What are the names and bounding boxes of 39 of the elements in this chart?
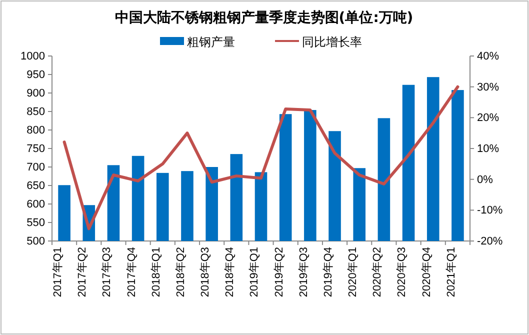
y2-tick-label: 20% (477, 112, 500, 124)
y-tick-label: 700 (26, 162, 45, 174)
x-tick-label: 2017年Q4 (126, 247, 138, 298)
y-tick-label: 750 (26, 143, 45, 156)
y2-tick-label: 40% (477, 50, 500, 63)
y-tick-label: 650 (26, 180, 45, 192)
chart-title: 中国大陆不锈钢粗钢产量季度走势图(单位:万吨) (114, 9, 414, 26)
y-tick-label: 800 (26, 124, 45, 137)
x-tick-label: 2019年Q3 (298, 247, 310, 298)
x-tick-label: 2017年Q1 (52, 247, 64, 298)
y-tick-label: 600 (26, 198, 45, 211)
x-tick-label: 2017年Q2 (76, 247, 89, 298)
x-tick-label: 2018年Q3 (200, 247, 212, 298)
y-tick-label: 500 (26, 236, 45, 248)
y2-tick-label: -20% (477, 236, 503, 248)
y-tick-label: 850 (26, 106, 45, 118)
x-tick-label: 2020年Q3 (396, 247, 408, 298)
x-tick-label: 2019年Q2 (273, 247, 286, 298)
y-tick-label: 550 (26, 217, 45, 230)
x-tick-label: 2021年Q1 (445, 247, 458, 298)
x-tick-label: 2019年Q4 (322, 247, 334, 298)
x-tick-label: 2020年Q1 (347, 247, 360, 298)
y2-tick-label: 30% (477, 81, 500, 94)
y2-tick-label: -10% (477, 204, 503, 217)
x-tick-label: 2020年Q4 (420, 247, 433, 298)
y-tick-label: 950 (26, 69, 45, 82)
legend-label: 同比增长率 (302, 35, 362, 49)
y-tick-label: 900 (26, 88, 45, 100)
x-tick-label: 2018年Q4 (224, 247, 236, 298)
y2-tick-label: 10% (477, 143, 500, 156)
x-tick-label: 2019年Q1 (248, 247, 261, 298)
x-tick-label: 2020年Q2 (372, 247, 384, 298)
x-tick-label: 2017年Q3 (101, 247, 114, 298)
y2-tick-label: 0% (477, 174, 494, 186)
x-tick-label: 2018年Q1 (150, 247, 162, 298)
y-tick-label: 1000 (20, 50, 45, 63)
x-tick-label: 2018年Q2 (174, 247, 187, 298)
line-series (62, 85, 460, 230)
legend-label: 粗钢产量 (187, 35, 235, 49)
